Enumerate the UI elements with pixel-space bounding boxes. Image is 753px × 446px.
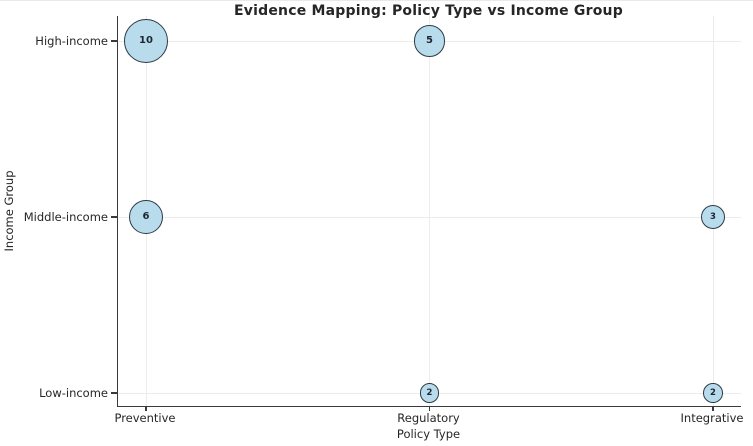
bubble: 5	[413, 25, 446, 57]
plot-area: 10 5 6 3 2 2	[111, 16, 741, 411]
y-tick-label: Middle-income	[23, 210, 108, 224]
bubble: 2	[703, 383, 723, 403]
bubble: 6	[128, 199, 164, 235]
bubble: 2	[419, 383, 440, 403]
bubble-value: 3	[710, 211, 716, 222]
bubble-value: 2	[426, 387, 433, 398]
x-tick-label: Integrative	[680, 411, 744, 425]
x-axis-label: Policy Type	[396, 427, 461, 441]
x-tick-label: Regulatory	[397, 411, 460, 425]
x-tick-mark	[428, 406, 431, 411]
y-tick-label: High-income	[35, 34, 108, 48]
bubble: 3	[700, 204, 726, 230]
gridline-vertical	[429, 16, 430, 406]
x-tick-mark	[712, 406, 714, 411]
x-tick-mark	[145, 406, 147, 411]
y-tick-mark	[111, 40, 117, 42]
x-tick-label: Preventive	[114, 411, 176, 425]
bubble-value: 10	[139, 35, 153, 47]
bubble-value: 6	[142, 211, 150, 223]
y-tick-mark	[111, 216, 117, 218]
y-tick-mark	[111, 392, 117, 394]
bubble-value: 2	[710, 387, 716, 398]
bubble-value: 5	[426, 35, 433, 47]
chart-title: Evidence Mapping: Policy Type vs Income …	[234, 3, 623, 19]
y-tick-label: Low-income	[39, 386, 108, 400]
bubble: 10	[123, 18, 169, 64]
